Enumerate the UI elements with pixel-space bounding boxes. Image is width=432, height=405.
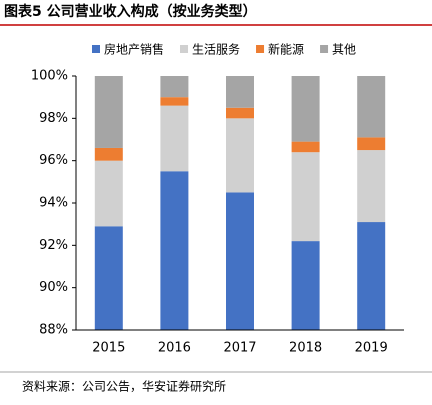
y-tick-label: 94% [39,196,68,211]
legend-label: 新能源 [268,42,304,57]
y-tick-label: 92% [39,238,68,253]
bar-segment [357,222,386,330]
bar-segment [226,118,254,193]
legend-label: 其他 [332,43,356,57]
bar-segment [160,171,189,330]
y-tick-label: 96% [39,153,68,168]
y-tick-label: 98% [39,111,68,126]
bar-segment [160,76,189,98]
bar-segment [94,147,123,161]
legend-swatch [256,45,265,53]
legend-swatch [92,45,100,53]
legend-label: 生活服务 [192,42,240,57]
bar-segment [357,76,386,138]
bar-segment [291,241,320,330]
bar-segment [291,152,320,242]
x-tick-label: 2015 [92,341,125,356]
bar-segment [94,76,123,148]
bar-segment [226,192,254,330]
x-tick-label: 2017 [223,341,256,356]
bar-segment [291,76,320,142]
y-tick-label: 88% [39,323,68,338]
legend-swatch [320,45,329,53]
bar-segment [160,97,189,106]
legend-swatch [180,45,189,53]
x-tick-label: 2019 [355,341,388,356]
bar-segment [226,76,254,108]
x-tick-label: 2018 [289,341,322,356]
bar-segment [291,141,320,153]
bar-segment [94,226,123,330]
bar-segment [160,105,189,172]
bar-segment [94,160,123,227]
y-tick-label: 90% [39,280,68,295]
source: 资料来源：公司公告，华安证券研究所 [22,379,226,394]
bar-segment [357,137,386,151]
legend-label: 房地产销售 [104,42,164,57]
chart-title: 图表5 公司营业收入构成（按业务类型） [4,3,257,20]
y-tick-label: 100% [31,69,68,84]
bar-segment [226,107,254,119]
bar-segment [357,150,386,223]
x-tick-label: 2016 [158,341,191,356]
